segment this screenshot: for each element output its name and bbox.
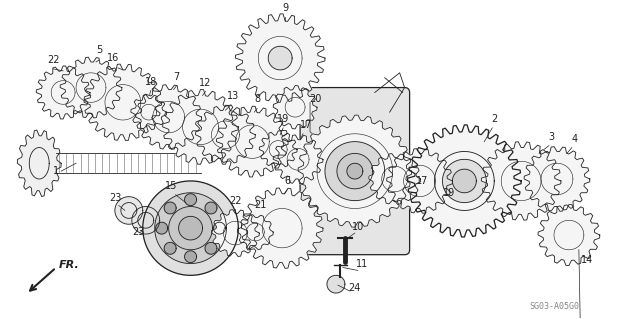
Polygon shape — [325, 142, 385, 201]
Polygon shape — [205, 202, 217, 214]
Polygon shape — [298, 115, 412, 227]
Text: 2: 2 — [491, 114, 497, 124]
Polygon shape — [17, 130, 61, 197]
Polygon shape — [481, 142, 561, 220]
Polygon shape — [164, 202, 176, 214]
Text: 7: 7 — [173, 72, 180, 82]
Text: 23: 23 — [132, 227, 145, 237]
Text: 19: 19 — [444, 188, 456, 198]
Polygon shape — [60, 57, 122, 118]
Polygon shape — [408, 125, 521, 237]
Polygon shape — [184, 194, 196, 205]
Text: 1: 1 — [53, 166, 60, 176]
Polygon shape — [196, 105, 255, 164]
Polygon shape — [237, 215, 273, 249]
Text: SG03-A05G0: SG03-A05G0 — [529, 302, 579, 311]
Polygon shape — [347, 163, 363, 179]
Polygon shape — [387, 149, 452, 213]
Text: 10: 10 — [352, 222, 364, 232]
Text: 9: 9 — [282, 3, 288, 13]
Text: 6: 6 — [284, 176, 290, 186]
Text: 15: 15 — [164, 181, 177, 191]
Text: 17: 17 — [300, 120, 312, 130]
Polygon shape — [115, 197, 143, 224]
Polygon shape — [337, 153, 372, 189]
Polygon shape — [273, 135, 323, 184]
Polygon shape — [184, 251, 196, 263]
Text: 24: 24 — [348, 283, 360, 293]
Polygon shape — [36, 66, 90, 119]
Polygon shape — [179, 216, 202, 240]
Text: FR.: FR. — [59, 260, 80, 270]
Text: 4: 4 — [572, 134, 578, 144]
Polygon shape — [524, 147, 590, 211]
Text: 3: 3 — [548, 132, 554, 142]
Polygon shape — [131, 95, 166, 130]
Text: 5: 5 — [96, 45, 102, 55]
Polygon shape — [236, 14, 325, 102]
Polygon shape — [327, 275, 345, 293]
FancyBboxPatch shape — [300, 87, 410, 255]
Text: 22: 22 — [47, 55, 60, 65]
Polygon shape — [132, 206, 160, 234]
Polygon shape — [241, 188, 323, 268]
Polygon shape — [136, 85, 202, 149]
Text: 8: 8 — [254, 94, 260, 104]
Polygon shape — [84, 64, 162, 141]
Text: 23: 23 — [109, 193, 122, 203]
Polygon shape — [143, 181, 238, 275]
Polygon shape — [273, 85, 317, 129]
Text: 11: 11 — [356, 259, 368, 270]
Polygon shape — [452, 169, 476, 193]
Text: 21: 21 — [254, 199, 266, 210]
Polygon shape — [156, 222, 168, 234]
Polygon shape — [369, 153, 420, 204]
Text: 14: 14 — [580, 255, 593, 264]
Text: 20: 20 — [309, 94, 321, 104]
Polygon shape — [538, 204, 600, 265]
Text: 12: 12 — [199, 78, 212, 88]
Polygon shape — [155, 193, 227, 263]
Text: 13: 13 — [227, 91, 239, 101]
Polygon shape — [216, 106, 288, 177]
Polygon shape — [214, 222, 225, 234]
Text: 17: 17 — [417, 176, 429, 186]
Polygon shape — [164, 242, 176, 254]
Text: 16: 16 — [107, 53, 119, 63]
Polygon shape — [211, 210, 259, 256]
Polygon shape — [259, 131, 297, 168]
Polygon shape — [442, 159, 486, 203]
Polygon shape — [169, 206, 212, 250]
Polygon shape — [205, 242, 217, 254]
Polygon shape — [268, 46, 292, 70]
Polygon shape — [163, 90, 238, 164]
Text: 18: 18 — [145, 77, 157, 87]
Text: 22: 22 — [229, 196, 242, 205]
Text: 19: 19 — [277, 114, 289, 124]
